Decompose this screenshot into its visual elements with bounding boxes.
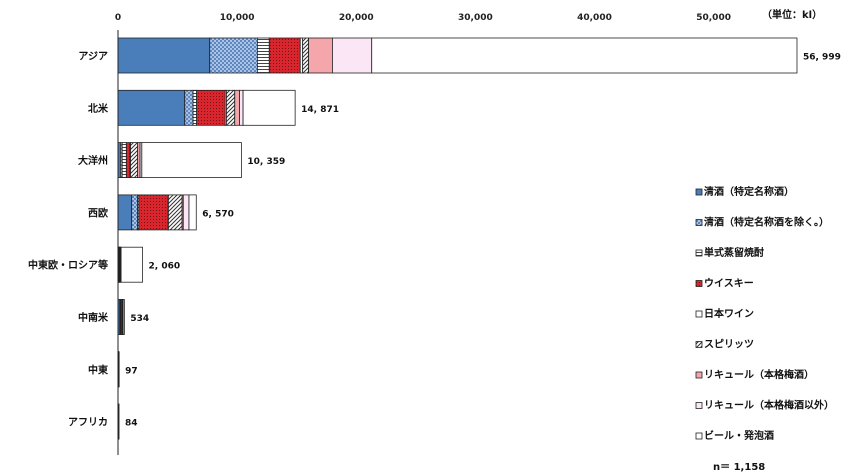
bars bbox=[117, 37, 798, 440]
bar-segment bbox=[256, 37, 270, 74]
total-labels: 56, 999 14, 871 10, 359 6, 570 2, 060 534 97 84 bbox=[125, 53, 841, 429]
legend-label: 単式蒸留焼酎 bbox=[704, 246, 764, 259]
bar-segment bbox=[192, 89, 198, 126]
bar-segment bbox=[120, 246, 143, 283]
bar-segment bbox=[371, 37, 798, 74]
category-label: 中東 bbox=[88, 363, 108, 376]
bar-segment bbox=[117, 37, 211, 74]
bar-segment bbox=[226, 89, 236, 126]
bar-segment bbox=[242, 89, 296, 126]
legend-label: 清酒（特定名称酒を除く。） bbox=[704, 216, 829, 229]
bar-segment bbox=[308, 37, 333, 74]
bar-segment bbox=[239, 89, 244, 126]
bar-segment bbox=[302, 37, 309, 74]
category-label: アフリカ bbox=[68, 417, 108, 429]
bar-segment bbox=[209, 37, 258, 74]
unit-label: （単位：kl） bbox=[762, 8, 822, 21]
total-label: 6, 570 bbox=[202, 209, 234, 219]
x-tick-label: 20,000 bbox=[339, 13, 374, 23]
bar-segment bbox=[234, 89, 240, 126]
category-label: アジア bbox=[78, 51, 108, 63]
total-label: 84 bbox=[125, 419, 138, 429]
legend-label: リキュール（本格梅酒以外） bbox=[704, 399, 834, 412]
sample-size-note: n＝ 1,158 bbox=[713, 462, 765, 473]
x-tick-label: 50,000 bbox=[696, 13, 731, 23]
total-label: 534 bbox=[130, 314, 149, 324]
bar-segment bbox=[121, 142, 127, 179]
category-label: 中南米 bbox=[78, 311, 109, 324]
x-axis-ticks: 0 10,000 20,000 30,000 40,000 50,000 bbox=[115, 13, 731, 23]
category-label: 北米 bbox=[88, 102, 109, 115]
category-label: 中東欧・ロシア等 bbox=[28, 259, 108, 272]
bar-segment bbox=[122, 299, 125, 335]
bar-segment bbox=[167, 194, 183, 231]
bar-segment bbox=[117, 89, 186, 126]
bar-segment bbox=[332, 37, 373, 74]
bar-segment bbox=[117, 194, 133, 231]
legend-swatch bbox=[695, 249, 703, 257]
legend-label: 清酒（特定名称酒） bbox=[704, 185, 794, 198]
bar-segment bbox=[141, 142, 242, 179]
bar-segment bbox=[268, 37, 301, 74]
legend-swatch bbox=[695, 219, 703, 226]
category-label: 西欧 bbox=[88, 206, 108, 219]
legend-swatch bbox=[695, 280, 703, 287]
legend-swatch bbox=[695, 371, 703, 379]
bar-segment bbox=[196, 89, 226, 126]
legend-label: 日本ワイン bbox=[704, 307, 754, 320]
bar-segment bbox=[131, 194, 139, 231]
bar-segment bbox=[125, 142, 131, 179]
legend-label: リキュール（本格梅酒） bbox=[704, 368, 814, 381]
bar-segment bbox=[138, 194, 168, 231]
legend-label: ビール・発泡酒 bbox=[704, 429, 774, 442]
legend-swatch bbox=[695, 310, 703, 318]
category-label: 大洋州 bbox=[78, 154, 108, 167]
x-tick-label: 0 bbox=[115, 13, 121, 23]
legend-swatch bbox=[695, 341, 703, 348]
bar-segment bbox=[130, 142, 139, 179]
total-label: 14, 871 bbox=[301, 105, 339, 115]
total-label: 2, 060 bbox=[149, 262, 181, 272]
bar-segment bbox=[184, 89, 194, 126]
legend-label: スピリッツ bbox=[704, 339, 754, 351]
total-label: 97 bbox=[125, 366, 138, 376]
legend: 清酒（特定名称酒） 清酒（特定名称酒を除く。） 単式蒸留焼酎ウイスキー日本ワインスピ… bbox=[695, 185, 834, 442]
legend-swatch bbox=[695, 402, 703, 409]
x-tick-label: 30,000 bbox=[458, 13, 493, 23]
total-label: 10, 359 bbox=[247, 157, 285, 167]
total-label: 56, 999 bbox=[803, 53, 841, 63]
legend-swatch bbox=[695, 432, 703, 440]
x-tick-label: 10,000 bbox=[220, 13, 255, 23]
bar-segment bbox=[188, 194, 197, 231]
bar-segment bbox=[182, 194, 190, 231]
legend-label: ウイスキー bbox=[704, 278, 754, 290]
legend-swatch bbox=[695, 188, 703, 196]
x-tick-label: 40,000 bbox=[577, 13, 612, 23]
